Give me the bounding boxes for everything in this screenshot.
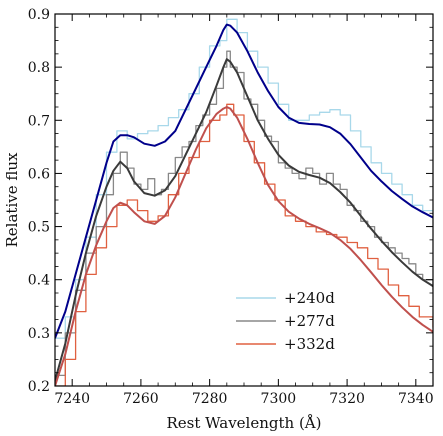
legend-label: +277d: [284, 312, 335, 330]
series-group: [55, 18, 433, 386]
y-tick-label: 0.5: [28, 220, 50, 236]
x-tick-label: 7260: [123, 391, 159, 407]
x-tick-label: 7280: [192, 391, 228, 407]
x-axis-label: Rest Wavelength (Å): [166, 414, 321, 432]
legend: +240d +277d +332d: [236, 289, 335, 353]
y-tick-label: 0.6: [28, 166, 50, 182]
spectrum-line-0: [55, 18, 433, 339]
x-tick-label: 7300: [261, 391, 297, 407]
y-tick-label: 0.8: [28, 60, 50, 76]
x-tick-label: 7340: [398, 391, 434, 407]
plot-frame: [54, 13, 434, 387]
model-line-4: [55, 58, 433, 381]
axis-ticks: 7240 7260 7280 7300 7320 7340 0.2 0.3 0.4 0.5 0.6 0…: [28, 7, 434, 407]
y-tick-label: 0.7: [28, 113, 50, 129]
model-line-5: [55, 106, 433, 386]
y-tick-label: 0.3: [28, 326, 50, 342]
model-line-3: [55, 23, 433, 339]
legend-label: +240d: [284, 289, 335, 307]
y-tick-label: 0.4: [28, 273, 50, 289]
legend-label: +332d: [284, 335, 335, 353]
y-tick-label: 0.2: [28, 379, 50, 395]
x-tick-label: 7240: [54, 391, 90, 407]
y-axis-label: Relative flux: [3, 152, 21, 248]
x-tick-label: 7320: [329, 391, 365, 407]
spectrum-line-2: [55, 103, 433, 386]
y-tick-label: 0.9: [28, 7, 50, 23]
